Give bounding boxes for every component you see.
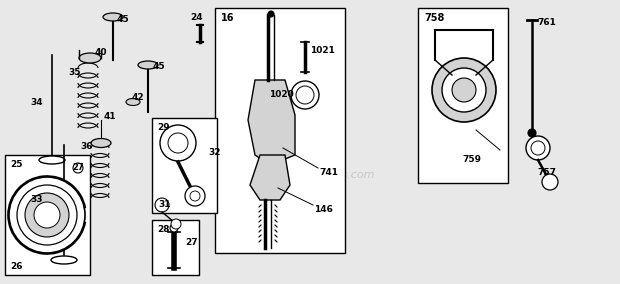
Ellipse shape [126,99,140,105]
Ellipse shape [51,256,77,264]
Circle shape [452,78,476,102]
Text: 45: 45 [153,62,166,71]
Text: 33: 33 [30,195,43,204]
Circle shape [17,185,77,245]
Text: 741: 741 [319,168,338,177]
Bar [5,155,90,275]
Text: 32: 32 [208,148,221,157]
Text: 1021: 1021 [310,46,335,55]
Text: 146: 146 [314,205,333,214]
Text: 761: 761 [537,18,556,27]
Bar [152,220,199,275]
Polygon shape [250,155,290,200]
Text: 1020: 1020 [269,90,294,99]
Text: 31: 31 [158,200,170,209]
Text: 16: 16 [221,13,234,23]
Text: 34: 34 [30,98,43,107]
Circle shape [155,198,169,212]
Bar [152,118,217,213]
Circle shape [432,58,496,122]
Bar [418,8,508,183]
Text: 28: 28 [157,225,169,234]
Text: 35: 35 [68,68,81,77]
Text: 757: 757 [537,168,556,177]
Text: 29: 29 [157,123,170,132]
Circle shape [171,219,181,229]
Bar [215,8,345,253]
Circle shape [528,129,536,137]
Text: 758: 758 [424,13,445,23]
Circle shape [34,202,60,228]
Text: 42: 42 [132,93,144,102]
Circle shape [442,68,486,112]
Text: 759: 759 [462,155,481,164]
Ellipse shape [103,13,123,21]
Circle shape [531,141,545,155]
Ellipse shape [39,156,65,164]
Circle shape [185,186,205,206]
Text: 25: 25 [10,160,22,169]
Ellipse shape [138,61,158,69]
Circle shape [160,125,196,161]
Text: 40: 40 [95,48,107,57]
Text: 26: 26 [10,262,22,271]
Circle shape [526,136,550,160]
Polygon shape [248,80,295,165]
Circle shape [170,224,178,232]
Circle shape [168,133,188,153]
Text: 41: 41 [104,112,117,121]
Text: 27: 27 [72,163,84,172]
Circle shape [190,191,200,201]
Text: ReplacementParts.com: ReplacementParts.com [246,170,374,180]
Text: 45: 45 [117,15,130,24]
Ellipse shape [91,139,111,147]
Text: 36: 36 [80,142,92,151]
Circle shape [25,193,69,237]
Text: 27: 27 [185,238,198,247]
Ellipse shape [79,53,101,63]
Circle shape [268,11,274,17]
Text: 24: 24 [190,13,203,22]
Circle shape [542,174,558,190]
Circle shape [9,177,85,253]
